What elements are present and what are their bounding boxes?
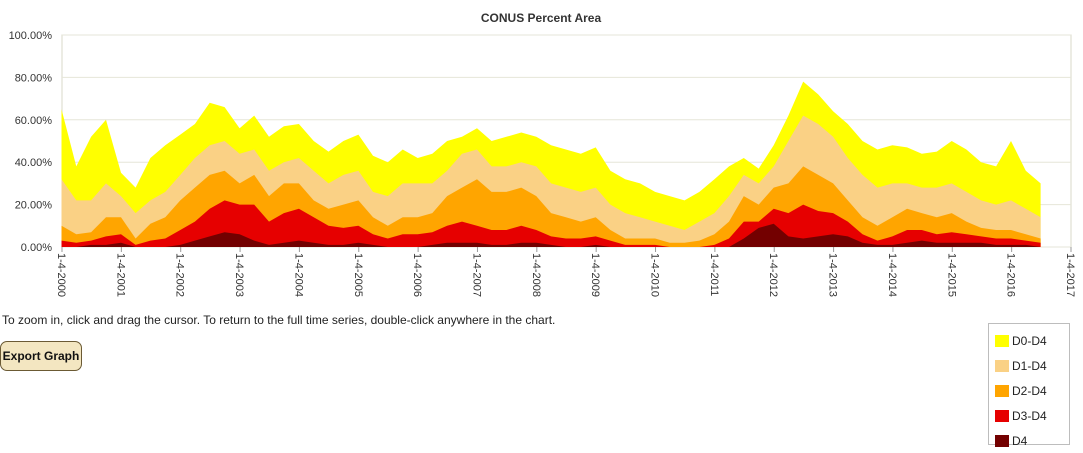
legend-item-d3-d4[interactable]: D3-D4: [995, 403, 1069, 428]
legend-item-d4[interactable]: D4: [995, 428, 1069, 453]
y-tick-label: 60.00%: [15, 115, 53, 127]
y-tick-label: 0.00%: [21, 242, 52, 254]
legend-item-d2-d4[interactable]: D2-D4: [995, 378, 1069, 403]
x-tick-label: 1-4-2016: [1005, 253, 1017, 297]
legend-label: D3-D4: [1012, 408, 1047, 423]
y-tick-label: 80.00%: [15, 72, 53, 84]
chart[interactable]: 0.00% 20.00% 40.00% 60.00% 80.00% 100.00% 1-4…: [0, 0, 1083, 315]
x-tick-label: 1-4-2004: [292, 253, 304, 297]
area-d3-d4: [61, 200, 1041, 247]
legend-label: D4: [1012, 433, 1028, 448]
x-tick-label: 1-4-2014: [886, 253, 898, 297]
legend-label: D2-D4: [1012, 383, 1047, 398]
x-tick-label: 1-4-2002: [174, 253, 186, 297]
x-tick-label: 1-4-2015: [945, 253, 957, 297]
x-tick-label: 1-4-2007: [470, 253, 482, 297]
x-tick-label: 1-4-2008: [530, 253, 542, 297]
y-axis: 0.00% 20.00% 40.00% 60.00% 80.00% 100.00%: [9, 30, 53, 254]
legend: D0-D4 D1-D4 D2-D4 D3-D4 D4: [988, 323, 1070, 448]
legend-swatch: [995, 359, 1009, 372]
legend-swatch: [995, 434, 1009, 447]
x-tick-label: 1-4-2000: [55, 253, 67, 297]
x-tick-label: 1-4-2009: [589, 253, 601, 297]
x-tick-label: 1-4-2010: [649, 253, 661, 297]
area-series: [61, 81, 1041, 247]
x-tick-label: 1-4-2006: [411, 253, 423, 297]
y-tick-label: 100.00%: [9, 30, 53, 42]
x-tick-label: 1-4-2003: [233, 253, 245, 297]
legend-label: D1-D4: [1012, 358, 1047, 373]
x-axis: 1-4-2000 1-4-2001 1-4-2002 1-4-2003 1-4-2004…: [55, 247, 1076, 297]
area-d4: [61, 223, 1041, 247]
y-tick-label: 20.00%: [15, 200, 53, 212]
chart-title: CONUS Percent Area: [481, 11, 602, 25]
legend-swatch: [995, 384, 1009, 397]
legend-item-d0-d4[interactable]: D0-D4: [995, 328, 1069, 353]
x-tick-label: 1-4-2011: [708, 253, 720, 296]
legend-swatch: [995, 334, 1009, 347]
legend-swatch: [995, 409, 1009, 422]
x-tick-label: 1-4-2001: [114, 253, 126, 297]
legend-label: D0-D4: [1012, 333, 1047, 348]
x-tick-label: 1-4-2005: [352, 253, 364, 297]
y-tick-label: 40.00%: [15, 157, 53, 169]
x-tick-label: 1-4-2012: [767, 253, 779, 297]
zoom-instructions: To zoom in, click and drag the cursor. T…: [2, 313, 556, 327]
legend-item-d1-d4[interactable]: D1-D4: [995, 353, 1069, 378]
x-tick-label: 1-4-2013: [827, 253, 839, 297]
x-tick-label: 1-4-2017: [1064, 253, 1076, 297]
export-graph-button[interactable]: Export Graph: [0, 341, 82, 371]
